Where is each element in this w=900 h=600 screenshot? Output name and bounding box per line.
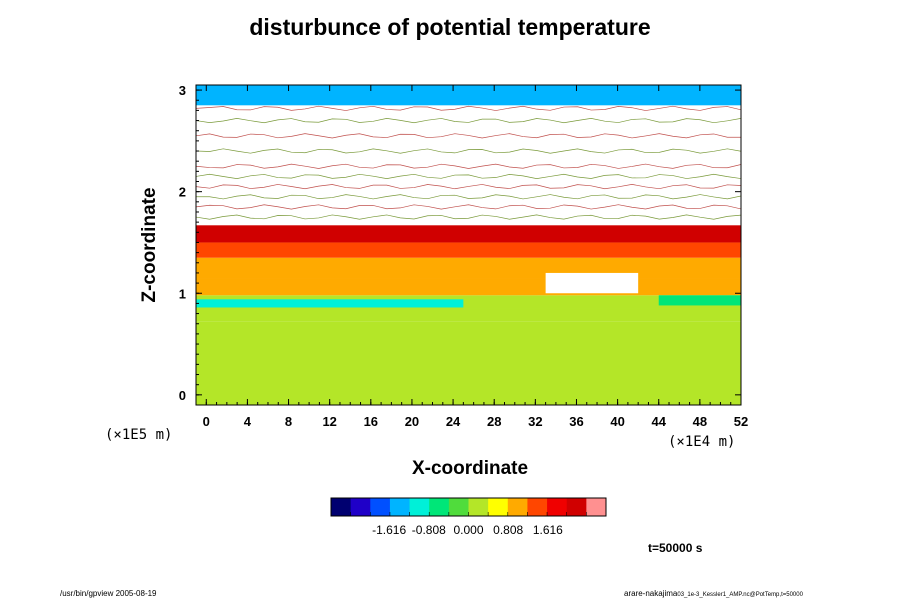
colorbar-cell-9: [507, 498, 528, 516]
x-axis-unit: (×1E4 m): [668, 434, 736, 450]
x-axis-label: X-coordinate: [411, 458, 529, 479]
contour-line-4: [196, 173, 741, 179]
y-axis-label: Z-coordinate: [139, 187, 160, 303]
colorbar-label-2: 0.000: [453, 523, 483, 537]
y-axis-unit: (×1E5 m): [105, 427, 173, 443]
footer-command: /usr/bin/gpview 2005-08-19: [60, 589, 157, 598]
x-tick-label-1: 4: [244, 414, 252, 429]
x-tick-label-10: 40: [610, 414, 624, 429]
colorbar-cell-1: [350, 498, 371, 516]
chart-title: disturbunce of potential temperature: [249, 14, 651, 40]
heatmap-band-6: [196, 225, 741, 243]
colorbar-label-3: 0.808: [493, 523, 523, 537]
colorbar-cell-4: [409, 498, 430, 516]
colorbar-cell-11: [547, 498, 568, 516]
x-tick-label-0: 0: [203, 414, 210, 429]
plot-area: [196, 85, 741, 405]
heatmap-band-3: [196, 278, 741, 296]
x-tick-label-2: 8: [285, 414, 292, 429]
footer-source: arare-nakajima03_1e-3_Kessler1_AMP.nc@Po…: [624, 589, 803, 598]
contour-line-2: [196, 194, 741, 200]
heatmap-band-7: [196, 85, 741, 226]
plot-frame: [195, 84, 742, 406]
colorbar-cell-6: [448, 498, 469, 516]
contour-line-9: [196, 105, 741, 111]
contour-line-5: [196, 163, 741, 169]
heatmap-band-5: [196, 242, 741, 258]
x-tick-label-6: 24: [446, 414, 461, 429]
colorbar-cell-10: [527, 498, 548, 516]
colorbar-cell-7: [468, 498, 489, 516]
y-tick-label-2: 2: [179, 185, 186, 200]
x-tick-label-5: 20: [405, 414, 419, 429]
contour-line-3: [196, 184, 741, 190]
colorbar-cell-13: [586, 498, 607, 516]
x-tick-label-11: 44: [652, 414, 667, 429]
contour-line-6: [196, 148, 741, 154]
colorbar-label-4: 1.616: [533, 523, 563, 537]
x-tick-label-13: 52: [734, 414, 748, 429]
heatmap-feature-0: [196, 299, 464, 308]
heatmap-band-0: [196, 321, 741, 405]
footer-source-author: arare-nakajima: [624, 589, 678, 598]
contour-line-0: [196, 214, 741, 220]
heatmap-feature-2: [545, 272, 639, 294]
contour-line-1: [196, 204, 741, 210]
heatmap-band-4: [196, 257, 741, 279]
colorbar-cell-12: [566, 498, 587, 516]
x-tick-label-9: 36: [569, 414, 583, 429]
contour-line-7: [196, 133, 741, 139]
x-tick-label-3: 12: [322, 414, 336, 429]
x-tick-label-8: 32: [528, 414, 542, 429]
contour-line-8: [196, 118, 741, 124]
colorbar-cell-5: [429, 498, 450, 516]
y-tick-label-1: 1: [179, 286, 186, 301]
x-tick-label-4: 16: [364, 414, 378, 429]
colorbar: -1.616 -0.808 0.000 0.808 1.616: [330, 497, 607, 537]
y-tick-label-3: 3: [179, 83, 186, 98]
x-tick-label-7: 28: [487, 414, 501, 429]
time-label: t=50000 s: [648, 541, 703, 555]
colorbar-label-1: -0.808: [412, 523, 446, 537]
y-tick-label-0: 0: [179, 388, 186, 403]
heatmap-feature-1: [658, 295, 741, 306]
colorbar-label-0: -1.616: [372, 523, 406, 537]
colorbar-cell-8: [488, 498, 509, 516]
colorbar-cell-2: [370, 498, 391, 516]
x-tick-label-12: 48: [693, 414, 707, 429]
heatmap-feature-3: [196, 85, 741, 106]
colorbar-cell-0: [331, 498, 352, 516]
colorbar-cell-3: [389, 498, 411, 516]
footer-source-file: 03_1e-3_Kessler1_AMP.nc@PotTemp,t=50000: [677, 592, 803, 598]
heatmap-band-1: [196, 308, 741, 322]
